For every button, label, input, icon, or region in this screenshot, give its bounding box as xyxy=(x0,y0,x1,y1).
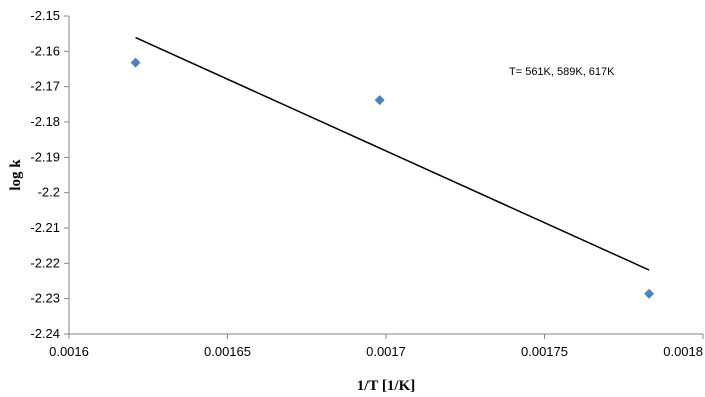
trendline xyxy=(135,36,650,271)
y-tick-label: -2.22 xyxy=(30,255,60,270)
y-tick-label: -2.18 xyxy=(30,114,60,129)
y-tick-label: -2.24 xyxy=(30,326,60,341)
y-axis-ticks: -2.15 -2.16 -2.17 -2.18 -2.19 -2.2 -2.21 -2.22 -… xyxy=(30,8,69,341)
trendline-group xyxy=(135,36,650,271)
x-axis-title: 1/T [1/K] xyxy=(357,378,415,394)
x-axis-ticks: 0.0016 0.00165 0.0017 0.00175 0.0018 xyxy=(49,334,704,359)
y-tick-label: -2.19 xyxy=(30,149,60,164)
data-points xyxy=(130,57,655,299)
temperature-annotation: T= 561K, 589K, 617K xyxy=(509,66,615,78)
y-tick-label: -2.15 xyxy=(30,8,60,23)
y-tick-label: -2.16 xyxy=(30,43,60,58)
data-point-diamond xyxy=(374,95,385,106)
data-point-diamond xyxy=(644,288,655,299)
x-tick-label: 0.0017 xyxy=(366,344,406,359)
x-tick-label: 0.00165 xyxy=(204,344,251,359)
x-tick-label: 0.00175 xyxy=(521,344,568,359)
x-tick-label: 0.0018 xyxy=(663,344,703,359)
y-tick-label: -2.21 xyxy=(30,220,60,235)
y-tick-label: -2.17 xyxy=(30,79,60,94)
axes xyxy=(68,16,703,335)
y-tick-label: -2.23 xyxy=(30,291,60,306)
x-tick-label: 0.0016 xyxy=(49,344,89,359)
y-tick-label: -2.2 xyxy=(38,185,60,200)
y-axis-title: log k xyxy=(8,159,24,191)
data-point-diamond xyxy=(130,57,141,68)
